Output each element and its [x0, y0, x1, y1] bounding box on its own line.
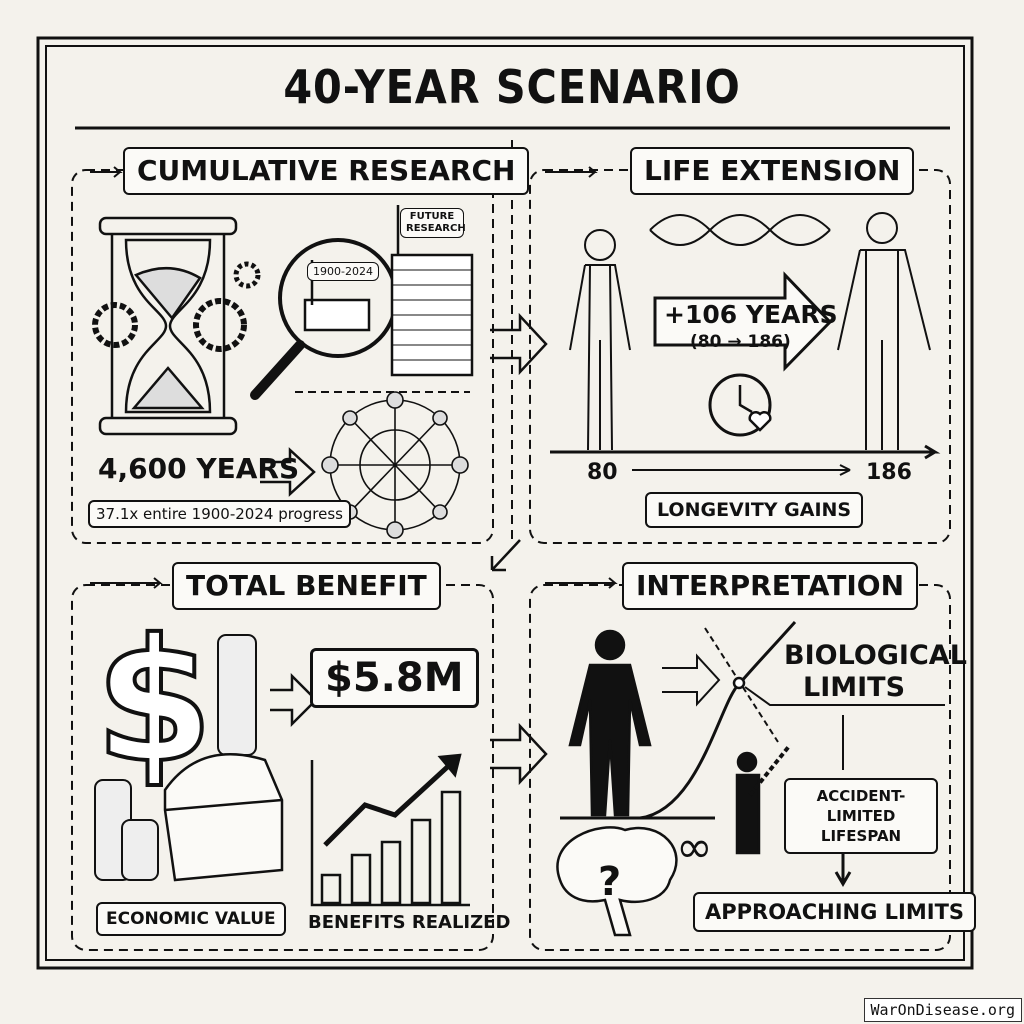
longevity-gains-label: LONGEVITY GAINS [645, 492, 864, 528]
biological-limits-label: BIOLOGICAL LIMITS [784, 640, 967, 703]
flag-1900-2024: 1900-2024 [307, 262, 379, 281]
dashed-limit-line [704, 627, 779, 743]
silhouette-person-icon [568, 629, 652, 817]
approaching-limits-label: APPROACHING LIMITS [693, 892, 977, 932]
inner-frame [45, 45, 965, 961]
human-figure-old-icon [837, 212, 931, 450]
flow-arrows [90, 166, 618, 786]
bar-chart-icon [310, 753, 470, 907]
svg-text:?: ? [598, 859, 621, 905]
chained-person-icon [735, 743, 792, 855]
timeline-arrow [632, 464, 851, 476]
gain-arrow [653, 271, 833, 372]
research-caption: 37.1x entire 1900-2024 progress [88, 500, 351, 528]
timeline-axis [550, 444, 941, 460]
panel-title-total-benefit: TOTAL BENEFIT [172, 562, 441, 610]
paper-stack-icon [390, 205, 474, 377]
biological-limits-leader [744, 686, 945, 706]
total-benefit-value: $5.8M [310, 648, 479, 708]
gear-icons [92, 261, 261, 352]
panel-title-life-extension: LIFE EXTENSION [630, 147, 915, 195]
life-gain-value: +106 YEARS [664, 300, 838, 329]
treasure-chest-icon [163, 753, 284, 882]
outer-frame [36, 36, 974, 970]
coin-stack-icon [94, 634, 257, 881]
limit-curve [639, 621, 797, 820]
infinity-icon: ∞ [676, 822, 713, 873]
page-title: 40-YEAR SCENARIO [283, 60, 741, 114]
network-icon [321, 391, 469, 539]
human-figure-young-icon [569, 229, 631, 451]
watermark: WarOnDisease.org [863, 998, 1022, 1022]
arrow-to-network [260, 447, 316, 497]
flag-future-research: FUTURE RESEARCH [400, 208, 466, 238]
clock-heart-icon [708, 373, 772, 437]
accident-limited-lifespan-label: ACCIDENT-LIMITED LIFESPAN [784, 778, 938, 854]
hourglass-icon [98, 216, 238, 436]
life-gain-range: (80 → 186) [690, 332, 791, 352]
panel-title-cumulative-research: CUMULATIVE RESEARCH [123, 147, 530, 195]
arrow-to-limit [662, 653, 721, 707]
research-years-headline: 4,600 YEARS [98, 452, 300, 485]
brain-question-icon: ? [556, 826, 678, 937]
limit-point [732, 676, 746, 690]
axis-label-end: 186 [866, 460, 912, 485]
axis-label-start: 80 [587, 460, 618, 485]
panel-title-interpretation: INTERPRETATION [622, 562, 919, 610]
benefits-realized-label: BENEFITS REALIZED [308, 912, 511, 933]
dna-helix-icon [649, 214, 831, 246]
magnifying-glass-icon [250, 238, 398, 400]
economic-value-label: ECONOMIC VALUE [96, 902, 286, 936]
